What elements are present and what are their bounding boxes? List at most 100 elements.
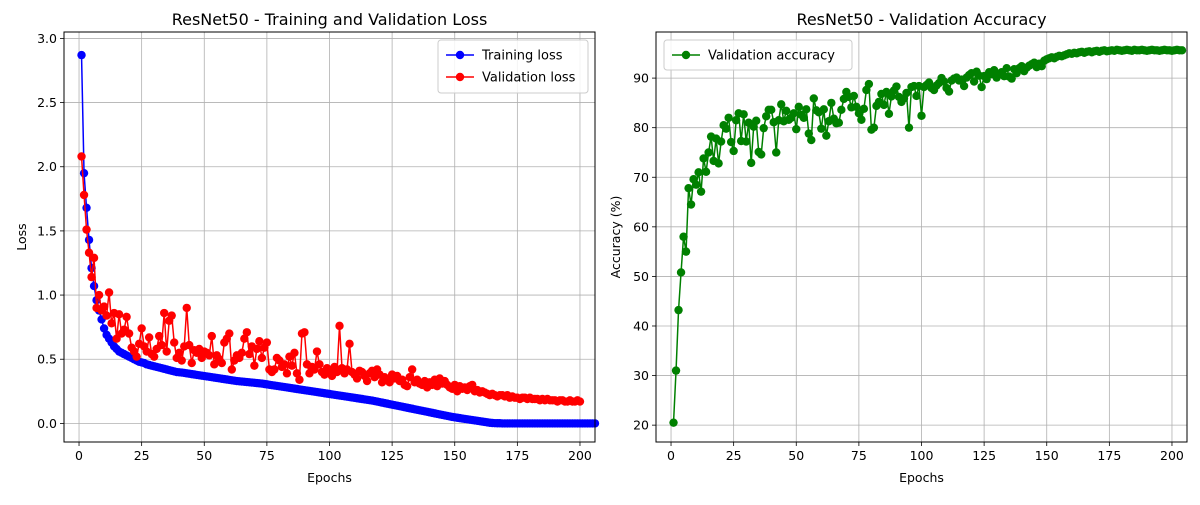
validation-loss-point (107, 319, 116, 328)
validation-loss-point (175, 348, 184, 358)
validation-loss-point (468, 380, 477, 390)
validation-loss-point (240, 334, 249, 343)
validation-loss-point (242, 328, 252, 337)
loss-x-tick-label: 50 (196, 448, 212, 463)
loss-y-ticks: 0.0 0.5 1.0 1.5 2.0 2.5 3.0 (37, 31, 64, 431)
accuracy-x-tick-label: 25 (726, 448, 742, 463)
validation-loss-legend-marker (455, 72, 465, 82)
validation-loss-point (237, 348, 247, 358)
loss-series (77, 50, 600, 428)
validation-accuracy-point (892, 82, 901, 91)
validation-accuracy-point (807, 135, 816, 145)
validation-accuracy-point (792, 124, 801, 134)
validation-accuracy-point (731, 116, 741, 125)
loss-x-ticks: 0 25 50 75 100 125 150 175 200 (75, 442, 592, 463)
loss-y-tick-label: 2.0 (37, 159, 57, 174)
validation-loss-point (170, 338, 179, 347)
validation-accuracy-point (1177, 46, 1187, 55)
accuracy-y-tick-label: 40 (633, 318, 649, 333)
validation-accuracy-point (849, 91, 859, 101)
validation-accuracy-point (679, 232, 688, 241)
accuracy-x-tick-label: 100 (910, 448, 934, 463)
validation-loss-point (407, 365, 417, 374)
validation-accuracy-point (714, 159, 723, 168)
validation-loss-point (112, 334, 121, 343)
validation-loss-point (315, 360, 324, 369)
loss-y-tick-label: 0.0 (37, 416, 57, 431)
validation-accuracy-point (864, 79, 874, 89)
validation-accuracy-point (1007, 74, 1016, 83)
validation-accuracy-point (669, 418, 678, 427)
validation-loss-point (255, 337, 264, 346)
training-loss-point (82, 203, 91, 213)
validation-accuracy-point (686, 200, 696, 209)
validation-loss-point (205, 351, 214, 360)
accuracy-y-tick-label: 80 (633, 120, 649, 135)
training-loss-point (79, 168, 89, 178)
validation-loss-point (137, 324, 146, 333)
loss-chart-title: ResNet50 - Training and Validation Loss (172, 10, 488, 29)
validation-loss-point (362, 376, 372, 386)
validation-accuracy-point (799, 113, 808, 122)
loss-y-tick-label: 1.0 (37, 288, 57, 303)
validation-accuracy-point (759, 123, 768, 133)
validation-accuracy-point (767, 105, 776, 115)
validation-loss-point (292, 369, 302, 378)
loss-y-tick-label: 2.5 (37, 95, 57, 110)
validation-loss-point (352, 374, 362, 383)
validation-accuracy-point (699, 154, 708, 163)
training-loss-legend-label: Training loss (481, 49, 563, 64)
validation-accuracy-point (959, 81, 969, 91)
validation-accuracy-point (676, 268, 686, 277)
validation-loss-point (210, 360, 219, 369)
validation-accuracy-point (859, 104, 869, 114)
validation-accuracy-point (804, 129, 813, 138)
validation-loss-point (162, 347, 171, 356)
validation-accuracy-point (782, 106, 791, 116)
loss-x-tick-label: 25 (134, 448, 150, 463)
accuracy-x-tick-label: 75 (851, 448, 867, 463)
loss-x-tick-label: 75 (259, 448, 275, 463)
validation-accuracy-point (726, 137, 736, 147)
training-loss-point (77, 50, 86, 60)
validation-accuracy-point (817, 124, 826, 133)
accuracy-x-axis-label: Epochs (899, 470, 944, 485)
accuracy-y-tick-label: 70 (633, 170, 649, 185)
validation-accuracy-point (857, 115, 866, 124)
accuracy-y-tick-label: 90 (633, 71, 649, 86)
validation-accuracy-point (729, 146, 738, 156)
validation-accuracy-point (721, 124, 731, 133)
validation-loss-point (187, 358, 196, 368)
validation-loss-point (245, 349, 254, 359)
validation-accuracy-point (701, 167, 711, 177)
validation-accuracy-point (751, 116, 761, 125)
validation-loss-point (262, 338, 272, 347)
accuracy-x-tick-label: 200 (1160, 448, 1184, 463)
validation-loss-point (300, 328, 309, 337)
validation-accuracy-point (724, 113, 733, 122)
validation-accuracy-point (852, 102, 861, 112)
validation-accuracy-point (757, 150, 766, 159)
validation-loss-point (177, 356, 186, 365)
accuracy-chart-title: ResNet50 - Validation Accuracy (796, 10, 1046, 29)
validation-accuracy-point (912, 91, 921, 101)
validation-loss-legend-label: Validation loss (482, 71, 576, 86)
validation-loss-point (87, 272, 96, 282)
validation-accuracy-point (904, 123, 914, 132)
validation-accuracy-legend-label: Validation accuracy (708, 49, 835, 64)
loss-x-tick-label: 100 (318, 448, 342, 463)
validation-loss-point (252, 344, 262, 354)
training-loss-point (99, 324, 109, 333)
loss-x-tick-label: 200 (568, 448, 592, 463)
loss-x-axis-label: Epochs (307, 470, 352, 485)
validation-loss-point (122, 312, 131, 322)
accuracy-y-tick-label: 60 (633, 219, 649, 234)
validation-loss-point (114, 310, 124, 319)
validation-loss-point (149, 352, 159, 361)
accuracy-x-tick-label: 125 (972, 448, 996, 463)
validation-accuracy-point (802, 105, 811, 114)
validation-accuracy-point (827, 98, 836, 108)
validation-accuracy-point (834, 118, 844, 127)
validation-accuracy-point (939, 77, 949, 86)
